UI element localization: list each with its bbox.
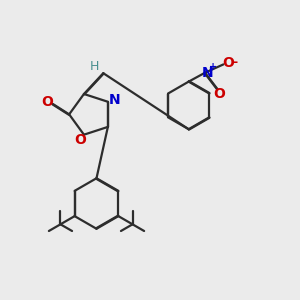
- Text: O: O: [74, 133, 86, 147]
- Text: O: O: [41, 94, 53, 109]
- Text: H: H: [90, 60, 99, 73]
- Text: O: O: [213, 87, 225, 101]
- Text: N: N: [202, 66, 213, 80]
- Text: O: O: [222, 56, 234, 70]
- Text: +: +: [209, 62, 218, 72]
- Text: -: -: [232, 56, 237, 69]
- Text: N: N: [109, 93, 120, 107]
